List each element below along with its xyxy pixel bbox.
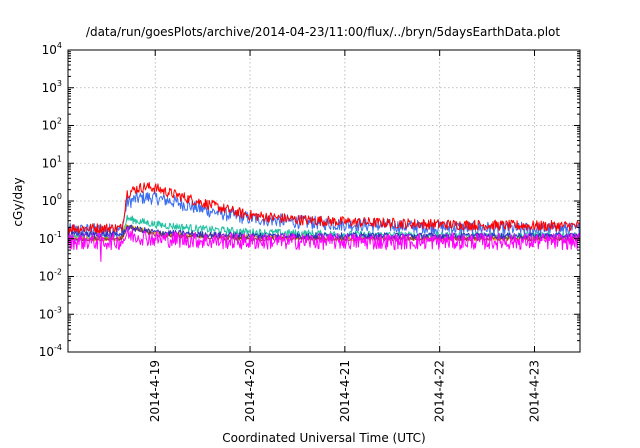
series-line [67, 226, 581, 262]
y-tick-label: 104 [42, 41, 62, 57]
x-tick-label: 2014-4-19 [148, 360, 162, 422]
x-tick-label: 2014-4-22 [433, 360, 447, 422]
x-tick-label: 2014-4-23 [527, 360, 541, 422]
x-axis-label: Coordinated Universal Time (UTC) [222, 431, 425, 445]
y-tick-label: 10-1 [39, 230, 62, 246]
ticks-layer: 10-4 10-3 10-2 10-1 100 101 102 103 104 2014-4-19… [39, 41, 580, 422]
y-tick-label: 101 [42, 154, 62, 170]
y-tick-label: 10-4 [39, 343, 62, 359]
y-tick-label: 103 [42, 79, 62, 95]
x-tick-label: 2014-4-20 [243, 360, 257, 422]
y-tick-label: 100 [42, 192, 62, 208]
series-layer [67, 181, 581, 262]
y-axis-label: cGy/day [11, 177, 25, 226]
y-tick-label: 10-2 [39, 268, 62, 284]
y-tick-label: 102 [42, 117, 62, 133]
chart-title: /data/run/goesPlots/archive/2014-04-23/1… [86, 25, 560, 39]
y-tick-label: 10-3 [39, 305, 62, 321]
x-tick-label: 2014-4-21 [338, 360, 352, 422]
series-line [67, 181, 581, 234]
